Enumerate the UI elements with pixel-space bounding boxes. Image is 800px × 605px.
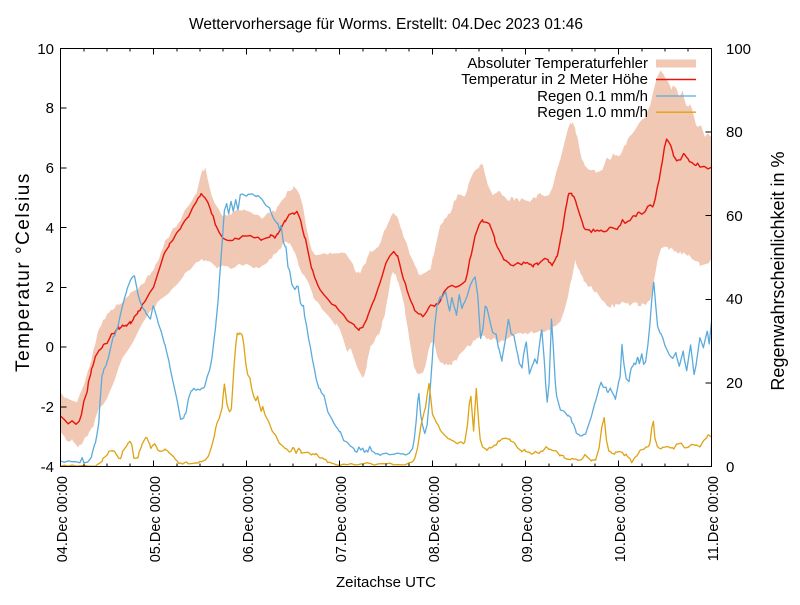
svg-text:06.Dec 00:00: 06.Dec 00:00 xyxy=(241,476,257,562)
svg-text:08.Dec 00:00: 08.Dec 00:00 xyxy=(427,476,443,562)
svg-text:8: 8 xyxy=(46,100,54,117)
svg-text:Temperatur in 2 Meter Höhe: Temperatur in 2 Meter Höhe xyxy=(461,71,648,88)
svg-text:0: 0 xyxy=(726,459,734,476)
svg-text:05.Dec 00:00: 05.Dec 00:00 xyxy=(148,476,164,562)
svg-text:4: 4 xyxy=(46,220,54,237)
svg-text:-4: -4 xyxy=(41,459,54,476)
svg-text:Absoluter Temperaturfehler: Absoluter Temperaturfehler xyxy=(467,55,648,72)
svg-text:20: 20 xyxy=(726,375,743,392)
svg-text:Regenwahrscheinlichkeit in %: Regenwahrscheinlichkeit in % xyxy=(768,151,788,390)
svg-text:11.Dec 00:00: 11.Dec 00:00 xyxy=(706,476,722,561)
svg-text:2: 2 xyxy=(46,279,54,296)
svg-text:-2: -2 xyxy=(41,399,54,416)
svg-text:04.Dec 00:00: 04.Dec 00:00 xyxy=(55,476,71,562)
svg-text:10: 10 xyxy=(37,41,54,58)
svg-text:09.Dec 00:00: 09.Dec 00:00 xyxy=(520,476,536,562)
svg-text:80: 80 xyxy=(726,124,743,141)
svg-text:10.Dec 00:00: 10.Dec 00:00 xyxy=(613,476,629,562)
svg-text:Regen 1.0 mm/h: Regen 1.0 mm/h xyxy=(537,104,648,121)
svg-text:07.Dec 00:00: 07.Dec 00:00 xyxy=(334,476,350,562)
svg-text:6: 6 xyxy=(46,160,54,177)
svg-text:Wettervorhersage für Worms. Er: Wettervorhersage für Worms. Erstellt: 04… xyxy=(189,16,583,33)
svg-text:0: 0 xyxy=(46,339,54,356)
svg-text:60: 60 xyxy=(726,208,743,225)
svg-text:Zeitachse UTC: Zeitachse UTC xyxy=(336,574,436,591)
svg-text:Regen 0.1 mm/h: Regen 0.1 mm/h xyxy=(537,88,648,105)
svg-text:40: 40 xyxy=(726,291,743,308)
svg-text:Temperatur °Celsius: Temperatur °Celsius xyxy=(13,172,34,372)
svg-text:100: 100 xyxy=(726,41,751,58)
